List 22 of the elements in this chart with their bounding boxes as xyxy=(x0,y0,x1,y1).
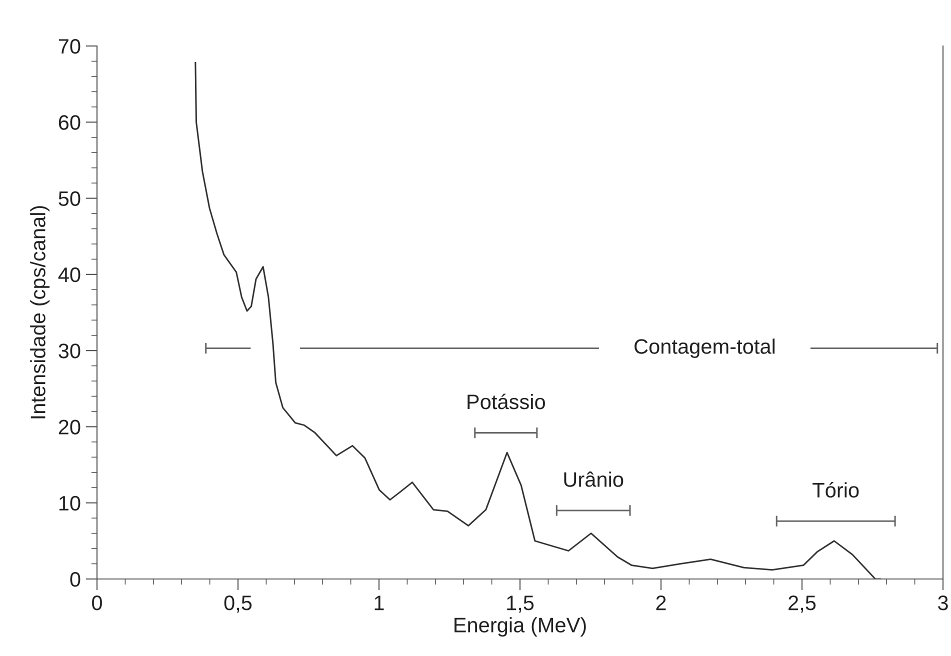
x-tick-label: 2 xyxy=(656,596,666,610)
y-tick-label: 10 xyxy=(59,496,80,511)
x-axis-title: Energia (MeV) xyxy=(454,617,586,637)
series-label: Potássio xyxy=(468,394,545,410)
x-tick-label: 3 xyxy=(938,596,948,610)
y-tick-label: 0 xyxy=(70,572,80,587)
series-label: Urânio xyxy=(564,472,624,487)
y-tick-label: 20 xyxy=(58,420,80,434)
x-tick-label: 2,5 xyxy=(788,596,816,613)
x-tick-label: 0,5 xyxy=(224,596,252,613)
y-tick-label: 50 xyxy=(58,191,80,206)
y-tick-label: 60 xyxy=(58,115,80,130)
x-tick-label: 0 xyxy=(92,596,102,610)
series-label: Tório xyxy=(812,482,859,498)
series-label: Contagem-total xyxy=(634,338,775,358)
y-tick-label: 70 xyxy=(58,39,80,54)
x-tick-label: 1 xyxy=(374,596,384,610)
y-tick-label: 30 xyxy=(58,344,80,358)
x-tick-label: 1,5 xyxy=(507,596,534,613)
y-tick-label: 40 xyxy=(58,267,80,282)
line-series xyxy=(194,61,882,579)
y-axis-title: Intensidade (cps/canal) xyxy=(30,206,50,418)
